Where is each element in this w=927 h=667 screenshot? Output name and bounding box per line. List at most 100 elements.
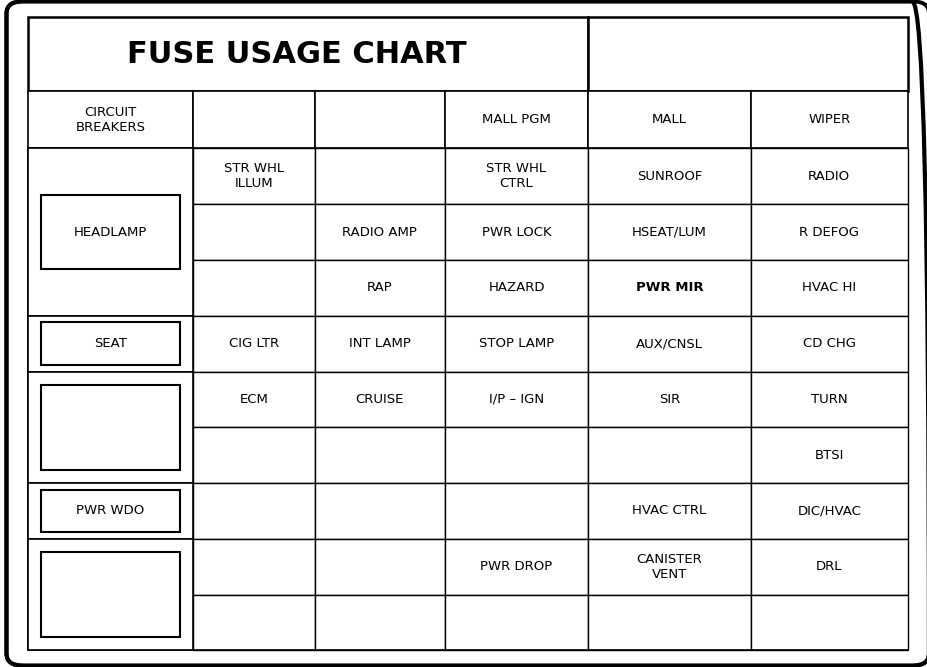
Bar bbox=[588, 204, 750, 260]
Bar bbox=[193, 483, 314, 539]
Bar bbox=[193, 260, 314, 315]
Text: PWR LOCK: PWR LOCK bbox=[481, 225, 551, 239]
Bar bbox=[750, 91, 907, 149]
Text: DRL: DRL bbox=[815, 560, 842, 573]
Bar bbox=[314, 428, 444, 483]
Bar bbox=[28, 149, 193, 315]
Bar bbox=[588, 91, 750, 149]
Text: HEADLAMP: HEADLAMP bbox=[74, 225, 147, 239]
Text: PWR DROP: PWR DROP bbox=[480, 560, 552, 573]
Bar bbox=[588, 428, 750, 483]
Bar bbox=[193, 91, 314, 149]
Bar bbox=[314, 149, 444, 204]
Bar bbox=[41, 195, 180, 269]
Bar bbox=[750, 594, 907, 650]
Bar bbox=[444, 372, 588, 428]
Text: BTSI: BTSI bbox=[814, 449, 843, 462]
Bar bbox=[588, 483, 750, 539]
Bar bbox=[444, 539, 588, 594]
Text: CANISTER
VENT: CANISTER VENT bbox=[636, 553, 702, 581]
Text: AUX/CNSL: AUX/CNSL bbox=[635, 337, 703, 350]
Bar bbox=[314, 483, 444, 539]
Text: MALL: MALL bbox=[652, 113, 686, 127]
Text: HVAC CTRL: HVAC CTRL bbox=[632, 504, 706, 518]
Text: CIRCUIT
BREAKERS: CIRCUIT BREAKERS bbox=[75, 106, 146, 134]
Bar bbox=[314, 91, 444, 149]
Text: INT LAMP: INT LAMP bbox=[349, 337, 411, 350]
Text: RADIO: RADIO bbox=[807, 170, 849, 183]
Bar bbox=[193, 204, 314, 260]
Bar bbox=[750, 372, 907, 428]
Bar bbox=[444, 204, 588, 260]
Bar bbox=[588, 594, 750, 650]
Bar bbox=[41, 322, 180, 365]
Bar bbox=[41, 490, 180, 532]
Bar bbox=[193, 594, 314, 650]
Bar bbox=[750, 204, 907, 260]
Bar bbox=[444, 260, 588, 315]
Bar bbox=[314, 594, 444, 650]
Bar bbox=[588, 149, 750, 204]
Bar bbox=[193, 539, 314, 594]
Bar bbox=[750, 483, 907, 539]
Bar bbox=[750, 428, 907, 483]
Bar bbox=[314, 204, 444, 260]
FancyBboxPatch shape bbox=[6, 1, 927, 666]
Text: HVAC HI: HVAC HI bbox=[801, 281, 856, 294]
Bar bbox=[750, 149, 907, 204]
Text: HAZARD: HAZARD bbox=[488, 281, 544, 294]
Bar bbox=[444, 483, 588, 539]
Text: MALL PGM: MALL PGM bbox=[482, 113, 551, 127]
Bar bbox=[28, 91, 193, 149]
Bar bbox=[444, 594, 588, 650]
Text: I/P – IGN: I/P – IGN bbox=[489, 393, 543, 406]
Bar bbox=[750, 260, 907, 315]
Bar bbox=[193, 149, 314, 204]
Text: SIR: SIR bbox=[658, 393, 679, 406]
Text: SEAT: SEAT bbox=[94, 337, 127, 350]
Bar bbox=[588, 372, 750, 428]
Bar bbox=[444, 149, 588, 204]
Bar bbox=[193, 372, 314, 428]
Text: STOP LAMP: STOP LAMP bbox=[478, 337, 553, 350]
Bar bbox=[314, 260, 444, 315]
Bar bbox=[314, 372, 444, 428]
Bar bbox=[444, 91, 588, 149]
Text: CIG LTR: CIG LTR bbox=[229, 337, 279, 350]
Bar bbox=[444, 315, 588, 372]
Bar bbox=[28, 149, 193, 650]
Text: RADIO AMP: RADIO AMP bbox=[342, 225, 417, 239]
Text: HSEAT/LUM: HSEAT/LUM bbox=[631, 225, 706, 239]
Text: SUNROOF: SUNROOF bbox=[636, 170, 702, 183]
Bar bbox=[28, 483, 193, 539]
Bar bbox=[750, 539, 907, 594]
Bar bbox=[193, 315, 314, 372]
Text: STR WHL
ILLUM: STR WHL ILLUM bbox=[223, 162, 284, 190]
Text: PWR WDO: PWR WDO bbox=[76, 504, 145, 518]
Bar bbox=[588, 260, 750, 315]
Bar bbox=[41, 552, 180, 637]
Bar bbox=[28, 539, 193, 650]
Text: R DEFOG: R DEFOG bbox=[798, 225, 858, 239]
Text: FUSE USAGE CHART: FUSE USAGE CHART bbox=[127, 39, 466, 69]
Text: ECM: ECM bbox=[239, 393, 268, 406]
Bar bbox=[314, 315, 444, 372]
Text: WIPER: WIPER bbox=[807, 113, 849, 127]
Bar bbox=[28, 17, 588, 91]
Text: STR WHL
CTRL: STR WHL CTRL bbox=[486, 162, 546, 190]
Text: CRUISE: CRUISE bbox=[355, 393, 403, 406]
Bar bbox=[41, 385, 180, 470]
Bar bbox=[314, 539, 444, 594]
Bar bbox=[444, 428, 588, 483]
Text: CD CHG: CD CHG bbox=[802, 337, 855, 350]
Bar bbox=[588, 315, 750, 372]
Bar bbox=[588, 17, 907, 91]
Bar bbox=[193, 428, 314, 483]
Text: RAP: RAP bbox=[366, 281, 392, 294]
Text: PWR MIR: PWR MIR bbox=[635, 281, 703, 294]
Bar bbox=[750, 315, 907, 372]
Bar bbox=[28, 372, 193, 483]
Bar bbox=[588, 539, 750, 594]
Text: DIC/HVAC: DIC/HVAC bbox=[796, 504, 860, 518]
Text: TURN: TURN bbox=[810, 393, 846, 406]
